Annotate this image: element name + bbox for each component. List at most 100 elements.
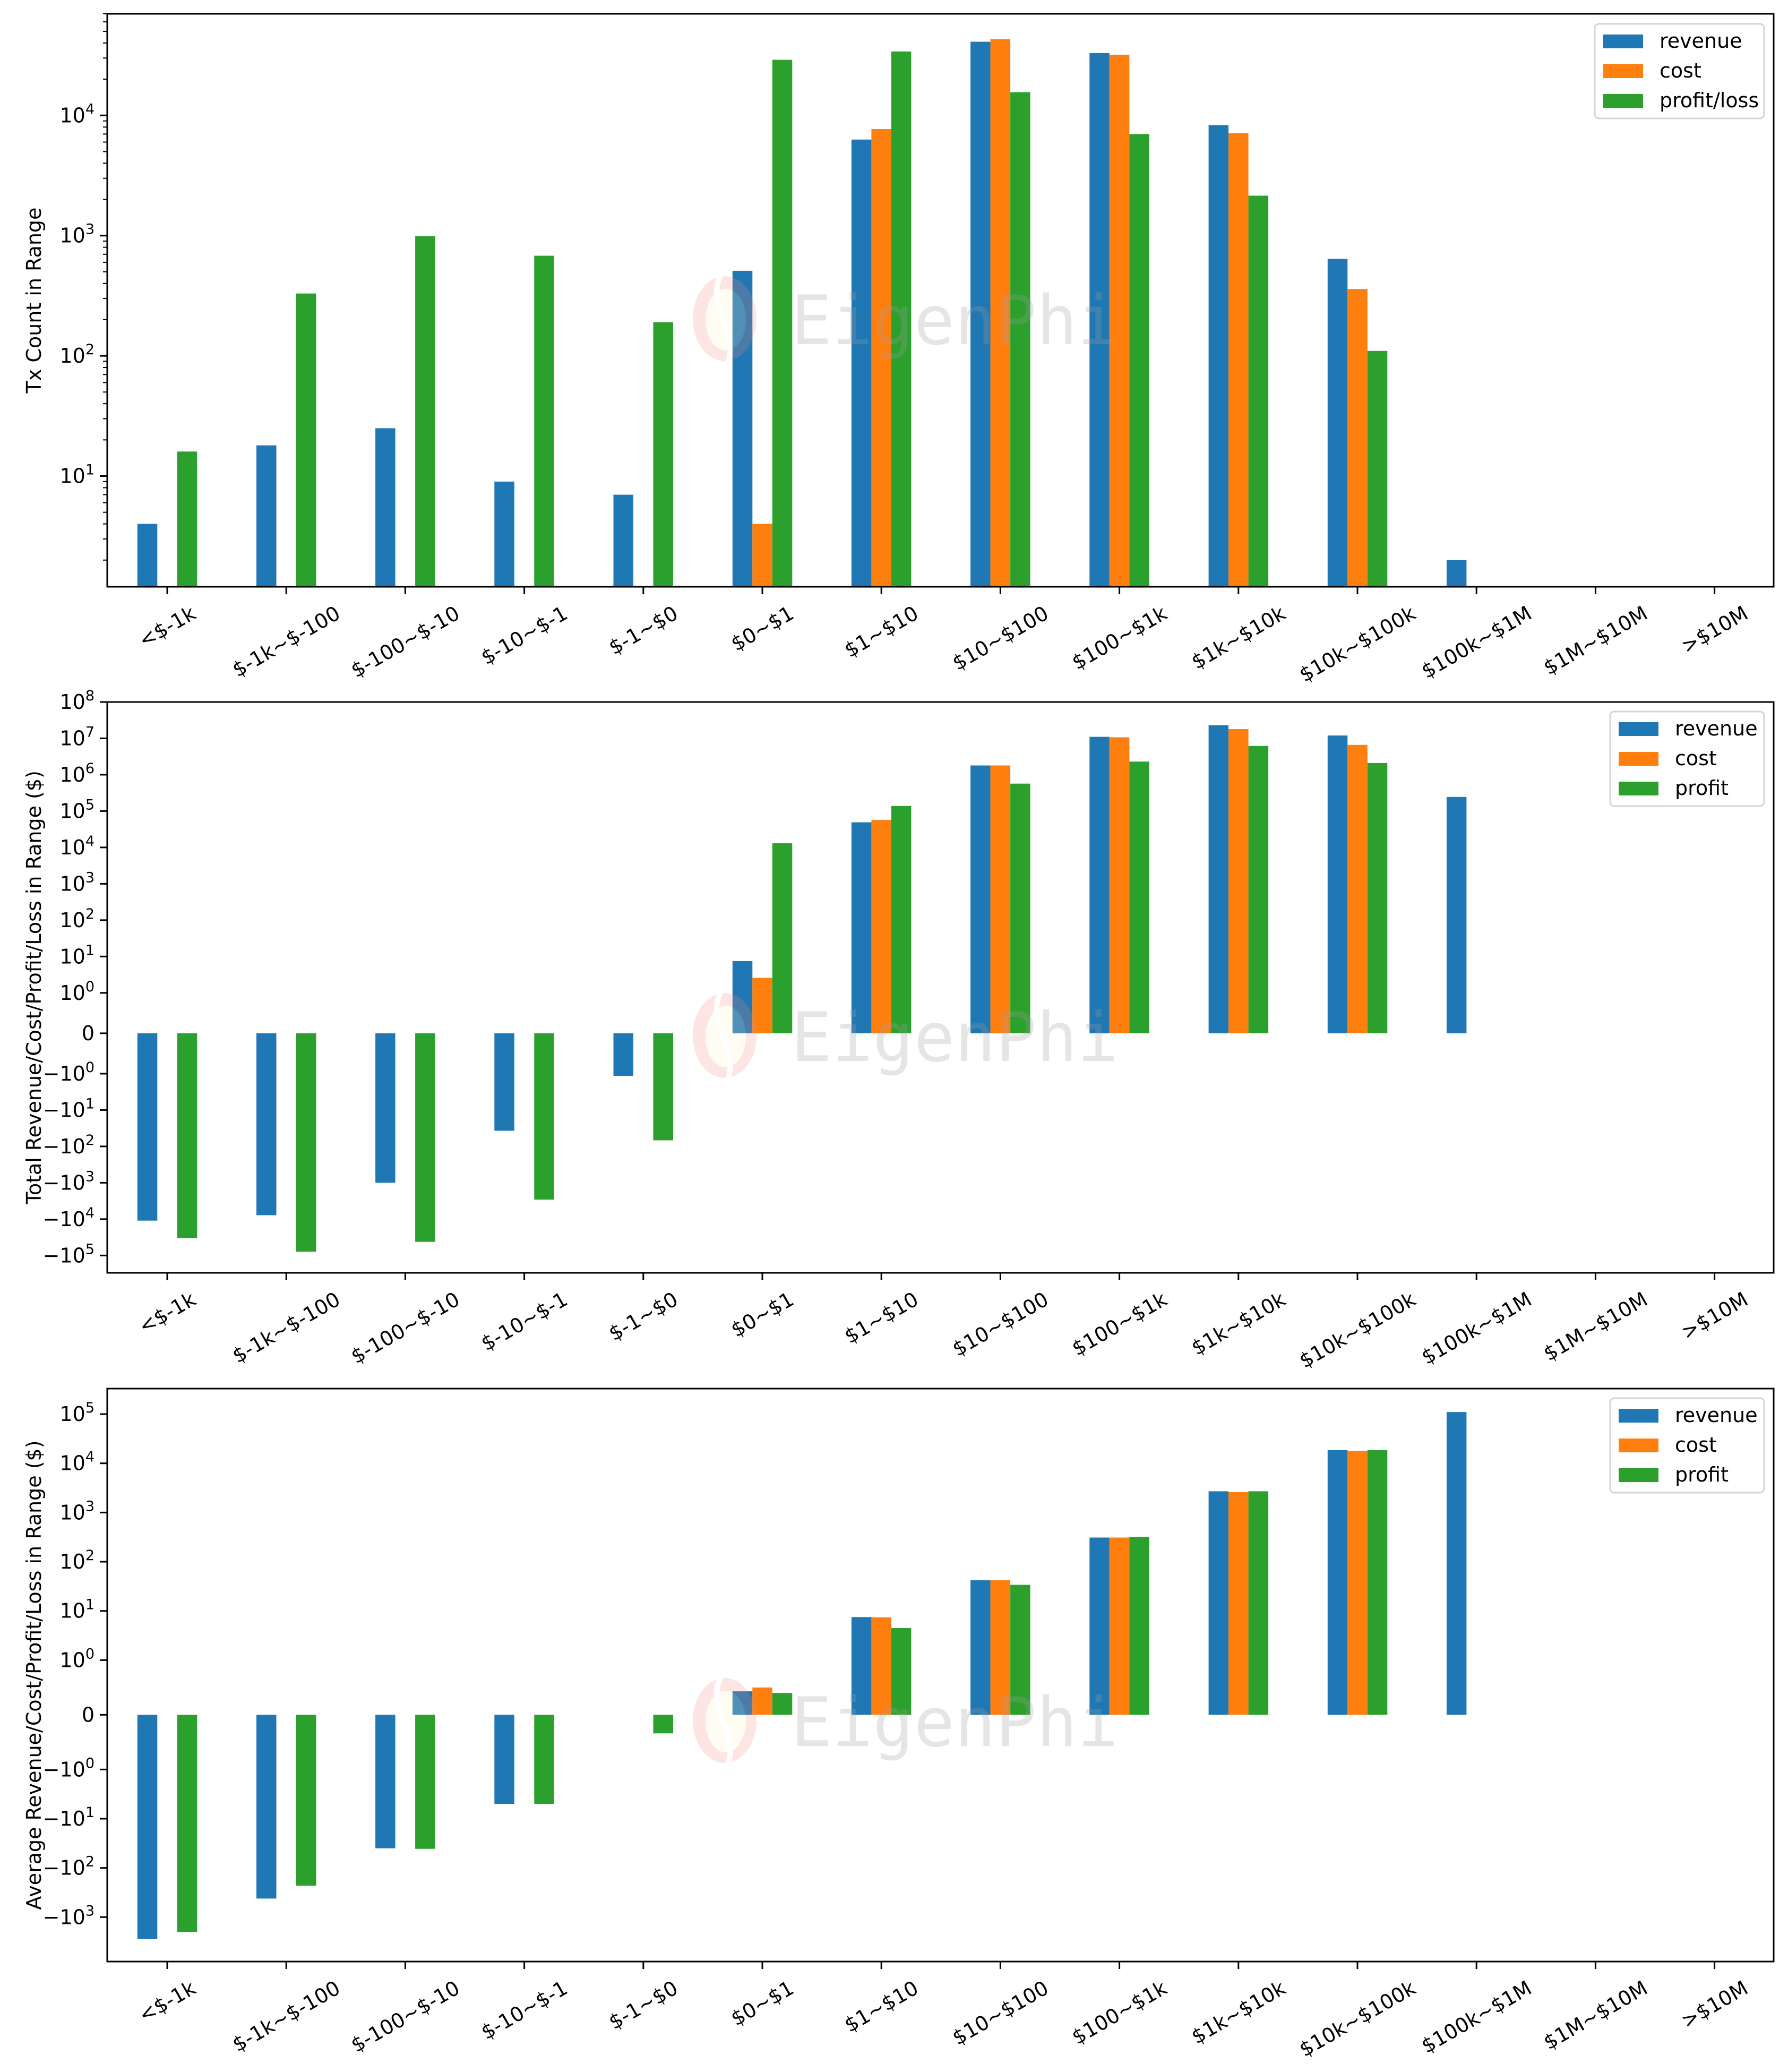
legend-swatch xyxy=(1619,722,1658,736)
y-tick-label: 0 xyxy=(82,1703,94,1726)
y-tick-label: 103 xyxy=(59,221,94,247)
bar-revenue-1 xyxy=(256,1033,277,1215)
bar-profit-loss-7 xyxy=(1010,92,1030,587)
y-tick-label: −102 xyxy=(43,1132,94,1158)
legend-label: revenue xyxy=(1675,1403,1758,1427)
plot-area xyxy=(107,702,1774,1273)
bar-profit-10 xyxy=(1367,1450,1388,1715)
bar-revenue-1 xyxy=(256,445,277,587)
bar-revenue-2 xyxy=(375,428,396,587)
bars xyxy=(137,725,1467,1252)
bar-cost-9 xyxy=(1228,729,1249,1033)
legend-label: profit/loss xyxy=(1660,89,1759,112)
eigenphi-logo-icon xyxy=(693,1674,757,1767)
bar-profit-1 xyxy=(296,1033,316,1252)
y-axis-label: Tx Count in Range xyxy=(22,208,46,394)
bar-profit-2 xyxy=(415,1715,435,1849)
bars xyxy=(137,39,1467,587)
y-tick-label: 102 xyxy=(59,906,94,932)
bar-profit-8 xyxy=(1129,1537,1149,1715)
bar-profit-7 xyxy=(1010,1585,1030,1715)
legend: revenue cost profit xyxy=(1609,710,1765,807)
bar-revenue-11 xyxy=(1446,560,1467,587)
bar-revenue-3 xyxy=(494,481,514,587)
eigenphi-logo-icon xyxy=(693,272,757,365)
bars xyxy=(137,1412,1467,1939)
bar-revenue-5 xyxy=(732,961,753,1033)
bar-profit-6 xyxy=(891,1628,912,1715)
legend-item-revenue: revenue xyxy=(1603,29,1742,53)
bar-profit-loss-5 xyxy=(772,59,793,587)
legend-swatch xyxy=(1603,94,1643,108)
bar-cost-6 xyxy=(871,820,891,1033)
y-axis-label: Total Revenue/Cost/Profit/Loss in Range … xyxy=(22,770,46,1205)
bar-revenue-6 xyxy=(851,139,872,587)
y-tick-label: −101 xyxy=(43,1095,94,1121)
bar-profit-loss-8 xyxy=(1129,134,1149,587)
bar-profit-loss-0 xyxy=(177,451,197,587)
bar-profit-7 xyxy=(1010,783,1030,1033)
y-tick-label: 100 xyxy=(59,1646,94,1672)
legend-label: profit xyxy=(1675,776,1729,800)
watermark-text: EigenPhi xyxy=(791,998,1119,1077)
legend-label: profit xyxy=(1675,1463,1729,1486)
bar-revenue-5 xyxy=(732,270,753,587)
bar-revenue-1 xyxy=(256,1715,277,1899)
y-tick-label: 100 xyxy=(59,979,94,1005)
bar-revenue-8 xyxy=(1089,53,1110,587)
chart-average-values: EigenPhi 105 104 103 102 101 100 0 −100 −101 −102 −… xyxy=(22,1388,1775,2061)
bar-profit-9 xyxy=(1248,1491,1269,1715)
bar-revenue-9 xyxy=(1208,1491,1229,1715)
bar-revenue-10 xyxy=(1327,735,1348,1033)
y-tick-label: 104 xyxy=(59,101,94,127)
bar-revenue-9 xyxy=(1208,725,1229,1033)
bar-cost-7 xyxy=(990,39,1011,587)
bar-revenue-5 xyxy=(732,1691,753,1715)
bar-revenue-11 xyxy=(1446,797,1467,1033)
legend-swatch xyxy=(1619,1409,1658,1423)
bar-revenue-6 xyxy=(851,822,872,1033)
bar-profit-0 xyxy=(177,1033,197,1238)
bar-profit-2 xyxy=(415,1033,435,1242)
bar-revenue-7 xyxy=(970,41,991,587)
y-axis: 101 102 103 104 xyxy=(59,13,107,561)
y-axis-label: Average Revenue/Cost/Profit/Loss in Rang… xyxy=(22,1440,46,1910)
y-tick-label: 102 xyxy=(59,341,94,367)
bar-revenue-8 xyxy=(1089,737,1110,1033)
bar-revenue-6 xyxy=(851,1617,872,1715)
bar-profit-4 xyxy=(653,1033,673,1141)
bar-revenue-4 xyxy=(613,494,633,587)
y-tick-label: −100 xyxy=(43,1755,94,1781)
legend-item-cost: cost xyxy=(1619,1433,1717,1457)
eigenphi-logo-icon xyxy=(693,989,757,1082)
legend-item-cost: cost xyxy=(1603,59,1701,82)
bar-profit-0 xyxy=(177,1715,197,1932)
y-tick-label: 104 xyxy=(59,1449,94,1475)
bar-profit-loss-4 xyxy=(653,322,673,587)
y-tick-label: 102 xyxy=(59,1547,94,1573)
bar-profit-5 xyxy=(772,843,793,1033)
y-tick-label: −103 xyxy=(43,1168,94,1194)
y-tick-label: 106 xyxy=(59,760,94,786)
y-axis: 105 104 103 102 101 100 0 −100 −101 −102 −103 xyxy=(43,1400,107,1929)
watermark-text: EigenPhi xyxy=(791,1683,1119,1762)
bar-profit-8 xyxy=(1129,761,1149,1033)
legend-label: cost xyxy=(1675,1433,1717,1457)
bar-revenue-4 xyxy=(613,1033,633,1076)
axes-frame xyxy=(106,1388,1775,1963)
bar-profit-loss-6 xyxy=(891,52,912,587)
bar-profit-3 xyxy=(534,1033,554,1200)
bar-cost-9 xyxy=(1228,133,1249,587)
bar-revenue-7 xyxy=(970,1580,991,1715)
bar-revenue-10 xyxy=(1327,1450,1348,1715)
y-tick-label: −104 xyxy=(43,1205,94,1231)
legend-item-profit: profit xyxy=(1619,776,1729,800)
y-tick-label: 105 xyxy=(59,1400,94,1426)
watermark: EigenPhi xyxy=(693,989,1119,1082)
legend-item-revenue: revenue xyxy=(1619,717,1758,740)
bar-cost-10 xyxy=(1347,289,1368,587)
y-tick-label: −102 xyxy=(43,1854,94,1880)
legend-item-cost: cost xyxy=(1619,747,1717,770)
legend-swatch xyxy=(1619,752,1658,766)
